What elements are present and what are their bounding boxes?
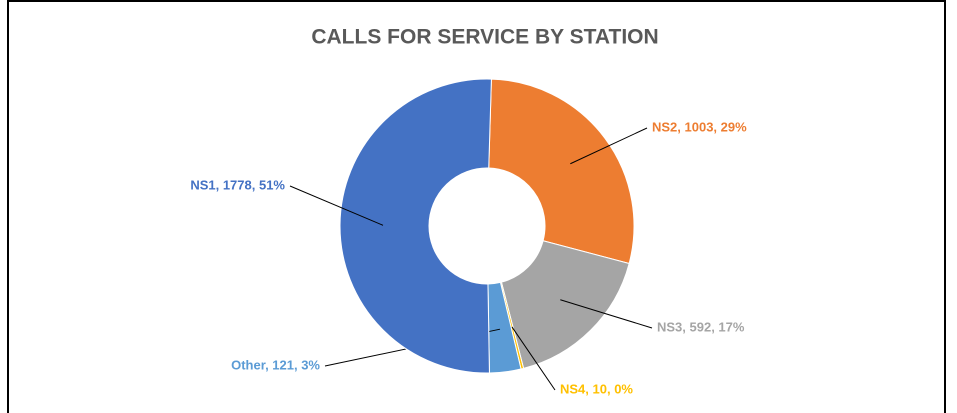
slice — [500, 240, 630, 369]
data-label: Other, 121, 3% — [231, 357, 320, 372]
slice — [488, 78, 635, 265]
leader-line — [289, 185, 384, 226]
data-label: NS4, 10, 0% — [560, 381, 633, 396]
slice — [339, 78, 492, 374]
leader-line — [570, 127, 648, 165]
leader-line — [511, 326, 556, 391]
data-label: NS3, 592, 17% — [657, 319, 745, 334]
data-label: NS2, 1003, 29% — [652, 119, 747, 134]
data-label: NS1, 1778, 51% — [190, 177, 285, 192]
chart-title: CALLS FOR SERVICE BY STATION — [311, 26, 658, 49]
leader-line — [560, 299, 653, 329]
